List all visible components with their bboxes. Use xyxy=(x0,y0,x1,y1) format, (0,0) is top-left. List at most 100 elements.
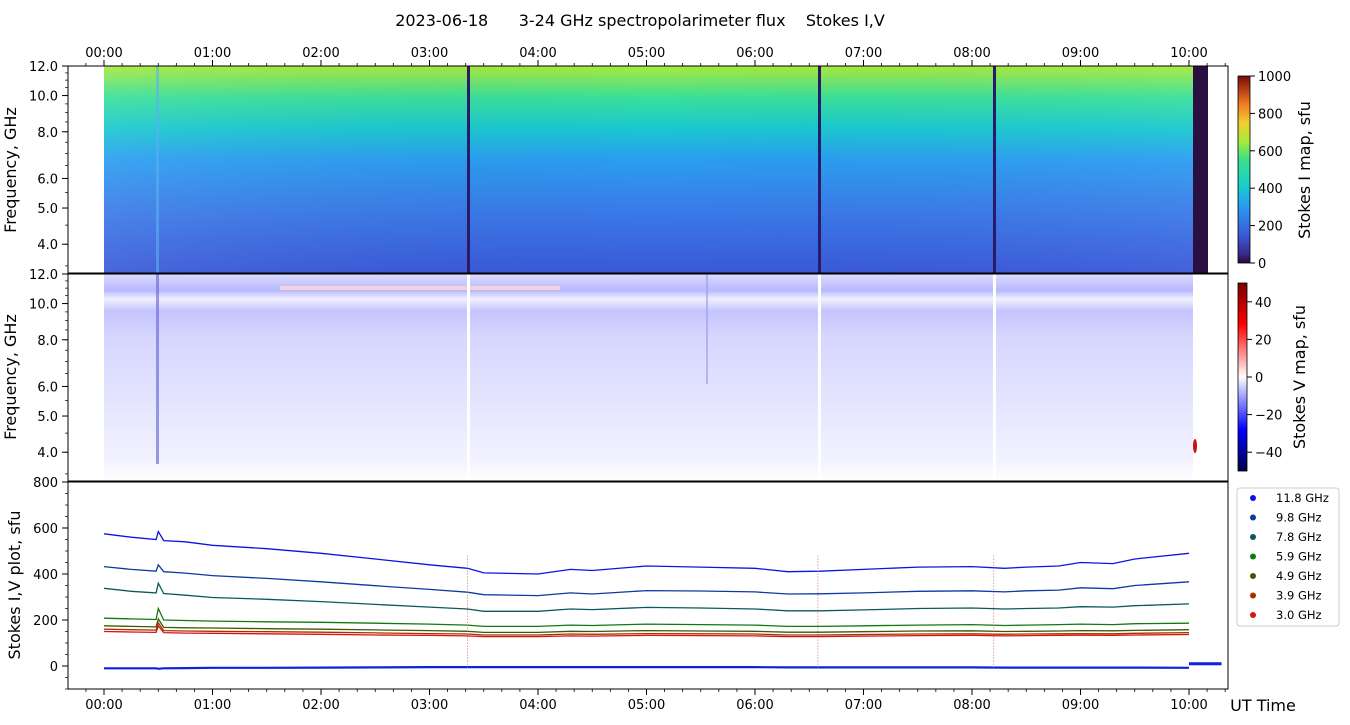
stokes-v-map-panel xyxy=(67,273,1229,482)
plot-y-tick-label: 800 xyxy=(33,476,58,491)
legend-marker xyxy=(1250,573,1256,579)
stokes-plot-background xyxy=(68,482,1228,689)
legend-label: 3.0 GHz xyxy=(1276,608,1322,622)
bottom-time-tick-label: 10:00 xyxy=(1170,698,1207,713)
freq-tick-label: 6.0 xyxy=(37,172,58,187)
series-line xyxy=(103,621,1190,636)
freq-tick-label: 4.0 xyxy=(37,446,58,461)
colorbar-v-label: Stokes V map, sfu xyxy=(1290,305,1309,449)
bottom-time-tick-label: 01:00 xyxy=(194,698,231,713)
legend-label: 11.8 GHz xyxy=(1276,491,1329,505)
top-time-tick-label: 08:00 xyxy=(953,46,990,61)
bottom-time-tick-label: 03:00 xyxy=(411,698,448,713)
top-time-tick-label: 03:00 xyxy=(411,46,448,61)
legend: 11.8 GHz 9.8 GHz 7.8 GHz 5.9 GHz 4.9 GHz 3.9 … xyxy=(1236,487,1340,627)
stokes-v-gap-stripe xyxy=(993,274,996,481)
freq-tick-label: 8.0 xyxy=(37,334,58,349)
legend-label: 4.9 GHz xyxy=(1276,569,1322,583)
freq-tick-label: 6.0 xyxy=(37,380,58,395)
bottom-time-tick-label: 08:00 xyxy=(953,698,990,713)
plot-y-tick-label: 400 xyxy=(33,568,58,583)
series-line xyxy=(103,624,1190,638)
freq-tick-label: 12.0 xyxy=(29,60,58,75)
bottom-time-tick-label: 02:00 xyxy=(302,698,339,713)
colorbar-v-tick-label: −40 xyxy=(1255,446,1282,461)
colorbar-i-tick-label: 200 xyxy=(1258,220,1283,235)
top-time-tick-label: 10:00 xyxy=(1170,46,1207,61)
chart-title: 2023-06-18 3-24 GHz spectropolarimeter f… xyxy=(395,11,885,30)
colorbar-i-tick-label: 800 xyxy=(1258,107,1283,122)
axes-group: 00:00 00:00 01:00 01:00 02:00 02:00 03:00 03:00… xyxy=(29,46,1226,713)
stokes-i-map-panel xyxy=(67,65,1229,274)
colorbar-stokes-i: 0 200 400 600 800 1000 xyxy=(1237,70,1291,272)
plot-y-tick-label: 200 xyxy=(33,614,58,629)
stokes-v-gap-stripe xyxy=(818,274,821,481)
colorbar-i-tick-label: 1000 xyxy=(1258,70,1291,85)
legend-marker xyxy=(1250,495,1256,501)
top-time-tick-label: 05:00 xyxy=(628,46,665,61)
stokes-plot-panel xyxy=(67,481,1229,690)
series-line xyxy=(103,581,1190,612)
legend-marker xyxy=(1250,514,1256,521)
colorbar-v-tick-label: 20 xyxy=(1255,333,1272,348)
stokes-v-ylabel: Frequency, GHz xyxy=(1,314,20,440)
bottom-time-tick-label: 06:00 xyxy=(736,698,773,713)
legend-marker xyxy=(1250,612,1256,618)
legend-marker xyxy=(1250,534,1256,540)
freq-tick-label: 12.0 xyxy=(29,268,58,283)
stokes-plot-lines xyxy=(103,529,1222,670)
series-line xyxy=(103,617,1190,634)
stokes-v-map-image xyxy=(104,274,1193,481)
legend-marker xyxy=(1250,592,1256,599)
colorbar-stokes-v: −40 −20 0 20 40 xyxy=(1237,282,1282,472)
series-line xyxy=(103,563,1190,597)
colorbar-i-tick-label: 400 xyxy=(1258,182,1283,197)
colorbar-v-tick-label: 40 xyxy=(1255,296,1272,311)
legend-label: 3.9 GHz xyxy=(1276,589,1322,603)
top-time-tick-label: 07:00 xyxy=(845,46,882,61)
top-time-tick-label: 06:00 xyxy=(736,46,773,61)
bottom-time-tick-label: 05:00 xyxy=(628,698,665,713)
legend-label: 9.8 GHz xyxy=(1276,511,1322,525)
stokes-i-ylabel: Frequency, GHz xyxy=(1,107,20,233)
stokes-i-flare-stripe xyxy=(156,66,159,273)
colorbar-i-gradient xyxy=(1237,75,1251,264)
stokes-v-end-block xyxy=(1193,274,1228,481)
freq-tick-label: 4.0 xyxy=(37,238,58,253)
bottom-time-tick-label: 07:00 xyxy=(845,698,882,713)
stokes-v-positive-streak xyxy=(280,286,560,290)
stokes-plot-ylabel: Stokes I,V plot, sfu xyxy=(5,511,24,660)
stokes-v-faint-stripe xyxy=(706,274,708,384)
freq-tick-label: 10.0 xyxy=(29,298,58,313)
stokes-i-gap-stripe xyxy=(993,66,996,273)
stokes-i-end-block xyxy=(1193,66,1208,273)
top-time-tick-label: 02:00 xyxy=(302,46,339,61)
bottom-time-tick-label: 00:00 xyxy=(85,698,122,713)
stokes-i-gap-stripe xyxy=(818,66,821,273)
series-line xyxy=(103,606,1190,628)
colorbar-v-tick-label: −20 xyxy=(1255,409,1282,424)
top-time-tick-label: 00:00 xyxy=(85,46,122,61)
stokes-i-gap-stripe xyxy=(467,66,470,273)
series-line xyxy=(103,529,1190,575)
colorbar-i-label: Stokes I map, sfu xyxy=(1295,101,1314,239)
legend-marker xyxy=(1250,553,1256,560)
legend-label: 5.9 GHz xyxy=(1276,550,1322,564)
freq-tick-label: 5.0 xyxy=(37,202,58,217)
plot-y-tick-label: 0 xyxy=(50,660,58,675)
stokes-v-gap-stripe xyxy=(467,274,470,481)
freq-tick-label: 10.0 xyxy=(29,90,58,105)
freq-tick-label: 8.0 xyxy=(37,126,58,141)
plot-y-tick-label: 600 xyxy=(33,522,58,537)
stokes-i-map-shading xyxy=(104,66,1193,273)
stokes-v-red-blob xyxy=(1193,439,1197,453)
series-line xyxy=(104,666,1190,670)
legend-frame xyxy=(1236,487,1340,627)
bottom-time-tick-label: 09:00 xyxy=(1062,698,1099,713)
colorbar-i-tick-label: 0 xyxy=(1258,257,1266,272)
top-time-tick-label: 04:00 xyxy=(519,46,556,61)
stokes-v-flare-stripe xyxy=(156,274,159,464)
top-time-tick-label: 09:00 xyxy=(1062,46,1099,61)
colorbar-i-tick-label: 600 xyxy=(1258,145,1283,160)
